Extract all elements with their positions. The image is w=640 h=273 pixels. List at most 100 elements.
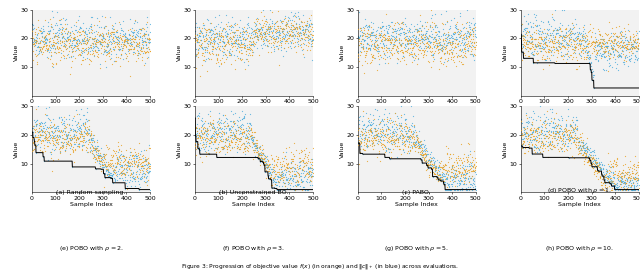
- Point: [354, 37, 364, 41]
- Point: [451, 173, 461, 177]
- Point: [60, 41, 70, 45]
- Point: [612, 163, 622, 167]
- Point: [101, 160, 111, 164]
- Point: [543, 63, 554, 67]
- Point: [33, 133, 44, 138]
- Point: [390, 122, 401, 127]
- Point: [214, 126, 224, 130]
- Point: [39, 36, 49, 40]
- Point: [44, 129, 54, 134]
- Point: [550, 111, 561, 115]
- Point: [228, 155, 239, 159]
- Point: [467, 187, 477, 192]
- Point: [390, 141, 400, 145]
- Point: [392, 56, 403, 60]
- Point: [223, 40, 233, 44]
- Point: [297, 179, 307, 184]
- Point: [219, 47, 229, 51]
- Point: [191, 52, 202, 56]
- Point: [129, 164, 140, 168]
- Point: [120, 172, 130, 177]
- Point: [196, 31, 207, 35]
- Point: [228, 40, 239, 45]
- Point: [219, 144, 229, 149]
- Point: [111, 30, 121, 34]
- Point: [233, 38, 243, 42]
- Point: [140, 61, 150, 65]
- Point: [144, 37, 154, 41]
- Point: [596, 44, 607, 49]
- Point: [294, 175, 305, 179]
- Point: [81, 145, 92, 150]
- Point: [298, 168, 308, 172]
- Point: [598, 173, 609, 178]
- Point: [596, 165, 606, 170]
- Point: [370, 46, 380, 51]
- Point: [89, 139, 99, 143]
- Point: [77, 49, 87, 54]
- Point: [258, 7, 268, 12]
- Point: [559, 52, 570, 56]
- Point: [144, 170, 154, 175]
- Point: [142, 19, 152, 24]
- Point: [416, 149, 426, 153]
- Point: [78, 138, 88, 143]
- Point: [417, 151, 428, 156]
- Point: [198, 58, 209, 63]
- Point: [399, 142, 410, 147]
- Point: [395, 133, 405, 138]
- Text: (f) POBO with $\rho = 3$.: (f) POBO with $\rho = 3$.: [222, 244, 285, 253]
- Point: [202, 30, 212, 34]
- Point: [109, 176, 119, 180]
- Point: [460, 31, 470, 35]
- Point: [397, 141, 407, 146]
- Point: [355, 129, 365, 133]
- Point: [109, 34, 120, 38]
- Point: [433, 43, 444, 47]
- Point: [55, 22, 65, 26]
- Point: [119, 172, 129, 177]
- Point: [463, 41, 473, 46]
- Point: [607, 179, 617, 184]
- Point: [308, 37, 318, 42]
- Point: [246, 137, 256, 141]
- Point: [94, 39, 104, 44]
- Point: [204, 138, 214, 142]
- Point: [398, 51, 408, 55]
- Point: [33, 25, 44, 29]
- Point: [457, 187, 467, 192]
- Point: [516, 144, 526, 148]
- Point: [54, 45, 64, 49]
- Point: [102, 42, 113, 46]
- Point: [114, 44, 124, 49]
- Point: [456, 172, 467, 177]
- Point: [463, 34, 473, 38]
- Point: [455, 178, 465, 182]
- Point: [37, 128, 47, 133]
- Point: [421, 53, 431, 57]
- Point: [381, 146, 391, 150]
- Point: [357, 151, 367, 155]
- Point: [423, 161, 433, 165]
- Point: [92, 50, 102, 55]
- Point: [42, 139, 52, 144]
- Point: [111, 28, 122, 32]
- Point: [627, 51, 637, 55]
- Point: [272, 23, 282, 28]
- Point: [455, 176, 465, 180]
- Point: [609, 60, 620, 64]
- Point: [96, 154, 106, 159]
- Point: [449, 175, 459, 179]
- Point: [436, 159, 446, 164]
- Point: [204, 51, 214, 55]
- Point: [584, 159, 595, 164]
- Point: [376, 26, 386, 30]
- Point: [278, 29, 288, 34]
- Point: [556, 134, 566, 139]
- Point: [538, 141, 548, 146]
- Point: [282, 177, 292, 181]
- Point: [58, 136, 68, 140]
- Point: [268, 21, 278, 25]
- Point: [75, 30, 85, 34]
- Point: [618, 48, 628, 53]
